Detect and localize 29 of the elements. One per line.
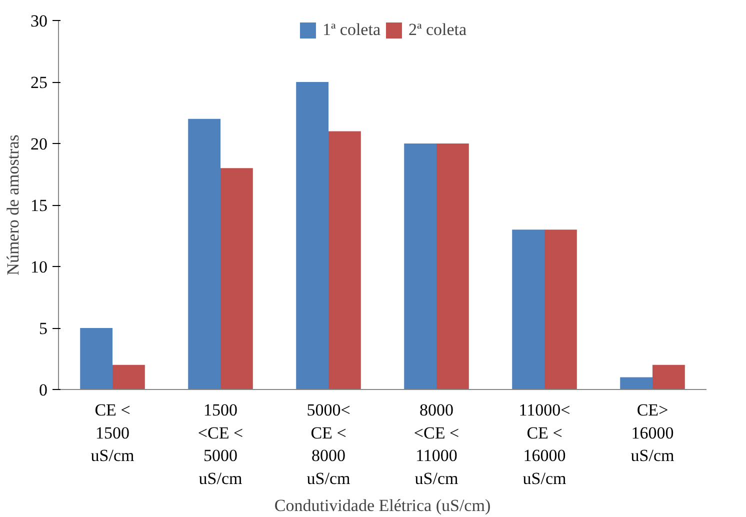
x-tick-label: CE> 16000 uS/cm (630, 400, 674, 466)
y-axis-title: Número de amostras (4, 134, 22, 276)
legend-label: 1ª coleta (322, 20, 380, 40)
y-tick-label: 25 (30, 73, 48, 92)
y-tick-label: 15 (30, 196, 48, 215)
y-tick-label: 30 (30, 12, 48, 30)
y-tick-label: 20 (30, 134, 48, 154)
bar (112, 364, 145, 390)
y-tick-label: 10 (30, 258, 48, 276)
bar (620, 377, 652, 390)
y-tick-label: 0 (39, 380, 48, 400)
bar (296, 82, 328, 390)
x-axis-title: Condutividade Elétrica (uS/cm) (274, 496, 491, 515)
x-tick-label: 5000< CE < 8000 uS/cm (306, 400, 350, 488)
bar (80, 328, 112, 390)
x-tick-label: 1500 <CE < 5000 uS/cm (198, 400, 244, 488)
x-tick-label: 8000 <CE < 11000 uS/cm (414, 400, 460, 488)
bar (436, 144, 469, 390)
bar (328, 131, 361, 390)
legend-label: 2ª coleta (408, 20, 467, 40)
bar (404, 144, 436, 390)
x-tick-label: 11000< CE < 16000 uS/cm (518, 400, 570, 488)
bar (512, 230, 544, 390)
bar (544, 230, 577, 390)
x-tick-label: CE < 1500 uS/cm (90, 400, 134, 466)
y-tick-label: 5 (39, 319, 48, 338)
bar (220, 168, 253, 390)
bar (652, 364, 685, 390)
bar (188, 118, 220, 390)
